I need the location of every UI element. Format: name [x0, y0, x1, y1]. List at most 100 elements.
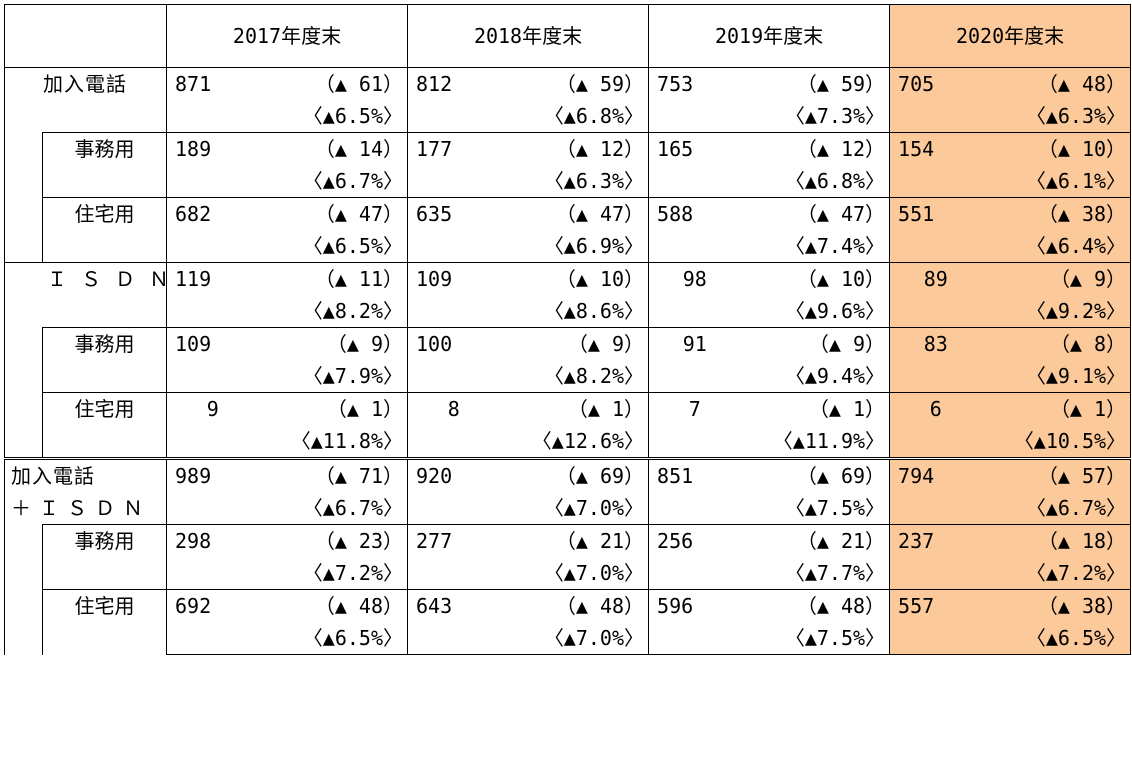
cell-count: 98	[648, 262, 741, 295]
cell-rate: 〈▲6.4%〉	[981, 230, 1132, 263]
cell-blank	[407, 230, 500, 263]
cell-change: （▲ 9）	[981, 262, 1132, 295]
cell-count: 189	[166, 132, 259, 165]
cell-change: （▲ 61）	[258, 67, 408, 100]
cell-blank	[407, 492, 500, 525]
indent-spacer	[4, 524, 43, 590]
cell-change: （▲ 8）	[981, 327, 1132, 360]
cell-change: （▲ 69）	[499, 457, 649, 492]
cell-change: （▲ 14）	[258, 132, 408, 165]
indent-spacer	[4, 132, 43, 198]
cell-change: （▲ 12）	[740, 132, 890, 165]
cell-change: （▲ 23）	[258, 524, 408, 557]
row-total-jutaku-values: 住宅用 692 （▲ 48） 643 （▲ 48） 596 （▲ 48） 557 （▲ 38）	[4, 589, 1132, 655]
indent-spacer	[4, 197, 43, 263]
indent-spacer	[4, 327, 43, 393]
cell-count: 989	[166, 457, 259, 492]
cell-blank	[166, 295, 259, 328]
cell-blank	[166, 360, 259, 393]
cell-blank	[889, 425, 982, 459]
cell-blank	[407, 557, 500, 590]
subscriber-table-container: 2017年度末 2018年度末 2019年度末 2020年度末 加入電話 871 （…	[4, 4, 1132, 745]
cell-blank	[648, 295, 741, 328]
cell-blank	[166, 100, 259, 133]
cell-rate: 〈▲7.5%〉	[740, 622, 890, 655]
row-kanyu-jimu-values: 事務用 189 （▲ 14） 177 （▲ 12） 165 （▲ 12） 154 （▲ 10）	[4, 132, 1132, 198]
cell-count: 256	[648, 524, 741, 557]
cell-change: （▲ 59）	[740, 67, 890, 100]
cell-rate: 〈▲7.9%〉	[302, 364, 404, 388]
row-sublabel: 事務用	[42, 132, 167, 198]
cell-blank	[889, 295, 982, 328]
cell-blank	[407, 165, 500, 198]
cell-count: 851	[648, 457, 741, 492]
cell-rate: 〈▲8.2%〉	[302, 299, 404, 323]
cell-blank	[889, 557, 982, 590]
cell-change: （▲ 21）	[740, 524, 890, 557]
row-total-values: 加入電話 989 （▲ 71） 920 （▲ 69） 851 （▲ 69） 794 （▲ 57）	[4, 457, 1132, 492]
row-isdn-jimu-values: 事務用 109 （▲ 9） 100 （▲ 9） 91 （▲ 9） 83 （▲ 8）	[4, 327, 1132, 393]
cell-rate: 〈▲9.6%〉	[784, 299, 886, 323]
cell-rate: 〈▲7.0%〉	[499, 622, 649, 655]
indent-spacer	[4, 392, 43, 459]
cell-change: （▲ 47）	[258, 197, 408, 230]
cell-change: （▲ 21）	[499, 524, 649, 557]
cell-count: 871	[166, 67, 259, 100]
cell-count: 177	[407, 132, 500, 165]
cell-rate: 〈▲6.7%〉	[302, 169, 404, 193]
cell-count: 89	[889, 262, 982, 295]
cell-blank	[166, 165, 259, 198]
cell-change: （▲ 38）	[981, 197, 1132, 230]
cell-rate: 〈▲7.7%〉	[784, 561, 886, 585]
cell-change: （▲ 57）	[981, 457, 1132, 492]
cell-blank	[648, 622, 741, 655]
row-isdn-jutaku-rates: 〈▲11.8%〉 〈▲12.6%〉 〈▲11.9%〉 〈▲10.5%〉	[5, 425, 1132, 459]
cell-blank	[166, 622, 259, 655]
cell-rate: 〈▲6.3%〉	[981, 100, 1132, 133]
cell-blank	[648, 425, 741, 459]
cell-count: 635	[407, 197, 500, 230]
cell-blank	[889, 100, 982, 133]
cell-change: （▲ 12）	[499, 132, 649, 165]
cell-count: 692	[166, 589, 259, 622]
header-year-2017: 2017年度末	[165, 4, 409, 68]
cell-count: 298	[166, 524, 259, 557]
cell-rate: 〈▲6.3%〉	[543, 169, 645, 193]
cell-count: 109	[166, 327, 259, 360]
cell-change: （▲ 47）	[499, 197, 649, 230]
cell-rate: 〈▲7.0%〉	[543, 496, 645, 520]
row-label: 加入電話	[4, 67, 167, 133]
cell-change: （▲ 48）	[981, 67, 1132, 100]
cell-rate: 〈▲6.5%〉	[981, 622, 1132, 655]
cell-rate: 〈▲6.7%〉	[981, 492, 1132, 525]
cell-change: （▲ 9）	[499, 327, 649, 360]
cell-count: 753	[648, 67, 741, 100]
cell-change: （▲ 10）	[981, 132, 1132, 165]
row-isdn-values: ＩＳＤＮ119（▲ 11）109（▲ 10）98（▲ 10）89（▲ 9）	[4, 262, 1132, 328]
cell-rate: 〈▲11.9%〉	[772, 429, 886, 453]
row-isdn-jimu-rates: 〈▲7.9%〉 〈▲8.2%〉 〈▲9.4%〉 〈▲9.1%〉	[5, 360, 1132, 393]
cell-rate: 〈▲8.2%〉	[543, 364, 645, 388]
cell-count: 165	[648, 132, 741, 165]
cell-count: 705	[889, 67, 982, 100]
cell-change: （▲ 10）	[499, 262, 649, 295]
cell-blank	[648, 360, 741, 393]
cell-rate: 〈▲6.9%〉	[543, 234, 645, 258]
cell-change: （▲ 48）	[258, 589, 408, 622]
cell-blank	[889, 230, 982, 263]
row-total-rates: ＋ＩＳＤＮ 〈▲6.7%〉 〈▲7.0%〉 〈▲7.5%〉 〈▲6.7%〉	[4, 492, 1132, 525]
row-total-jutaku-rates: 〈▲6.5%〉 〈▲7.0%〉 〈▲7.5%〉 〈▲6.5%〉	[5, 622, 1132, 655]
row-total-jimu-values: 事務用 298 （▲ 23） 277 （▲ 21） 256 （▲ 21） 237 （▲ 18）	[4, 524, 1132, 590]
header-year-2019: 2019年度末	[648, 4, 891, 68]
cell-rate: 〈▲7.3%〉	[784, 104, 886, 128]
cell-blank	[166, 425, 259, 459]
cell-blank	[166, 492, 259, 525]
cell-count: 91	[648, 327, 741, 360]
cell-rate: 〈▲6.1%〉	[981, 165, 1132, 198]
cell-rate: 〈▲6.5%〉	[302, 234, 404, 258]
cell-blank	[889, 622, 982, 655]
row-isdn-jutaku-values: 住宅用 9 （▲ 1） 8 （▲ 1） 7 （▲ 1） 6 （▲ 1）	[4, 392, 1132, 459]
cell-count: 237	[889, 524, 982, 557]
row-sublabel: 住宅用	[42, 589, 167, 655]
cell-rate: 〈▲6.5%〉	[258, 622, 408, 655]
